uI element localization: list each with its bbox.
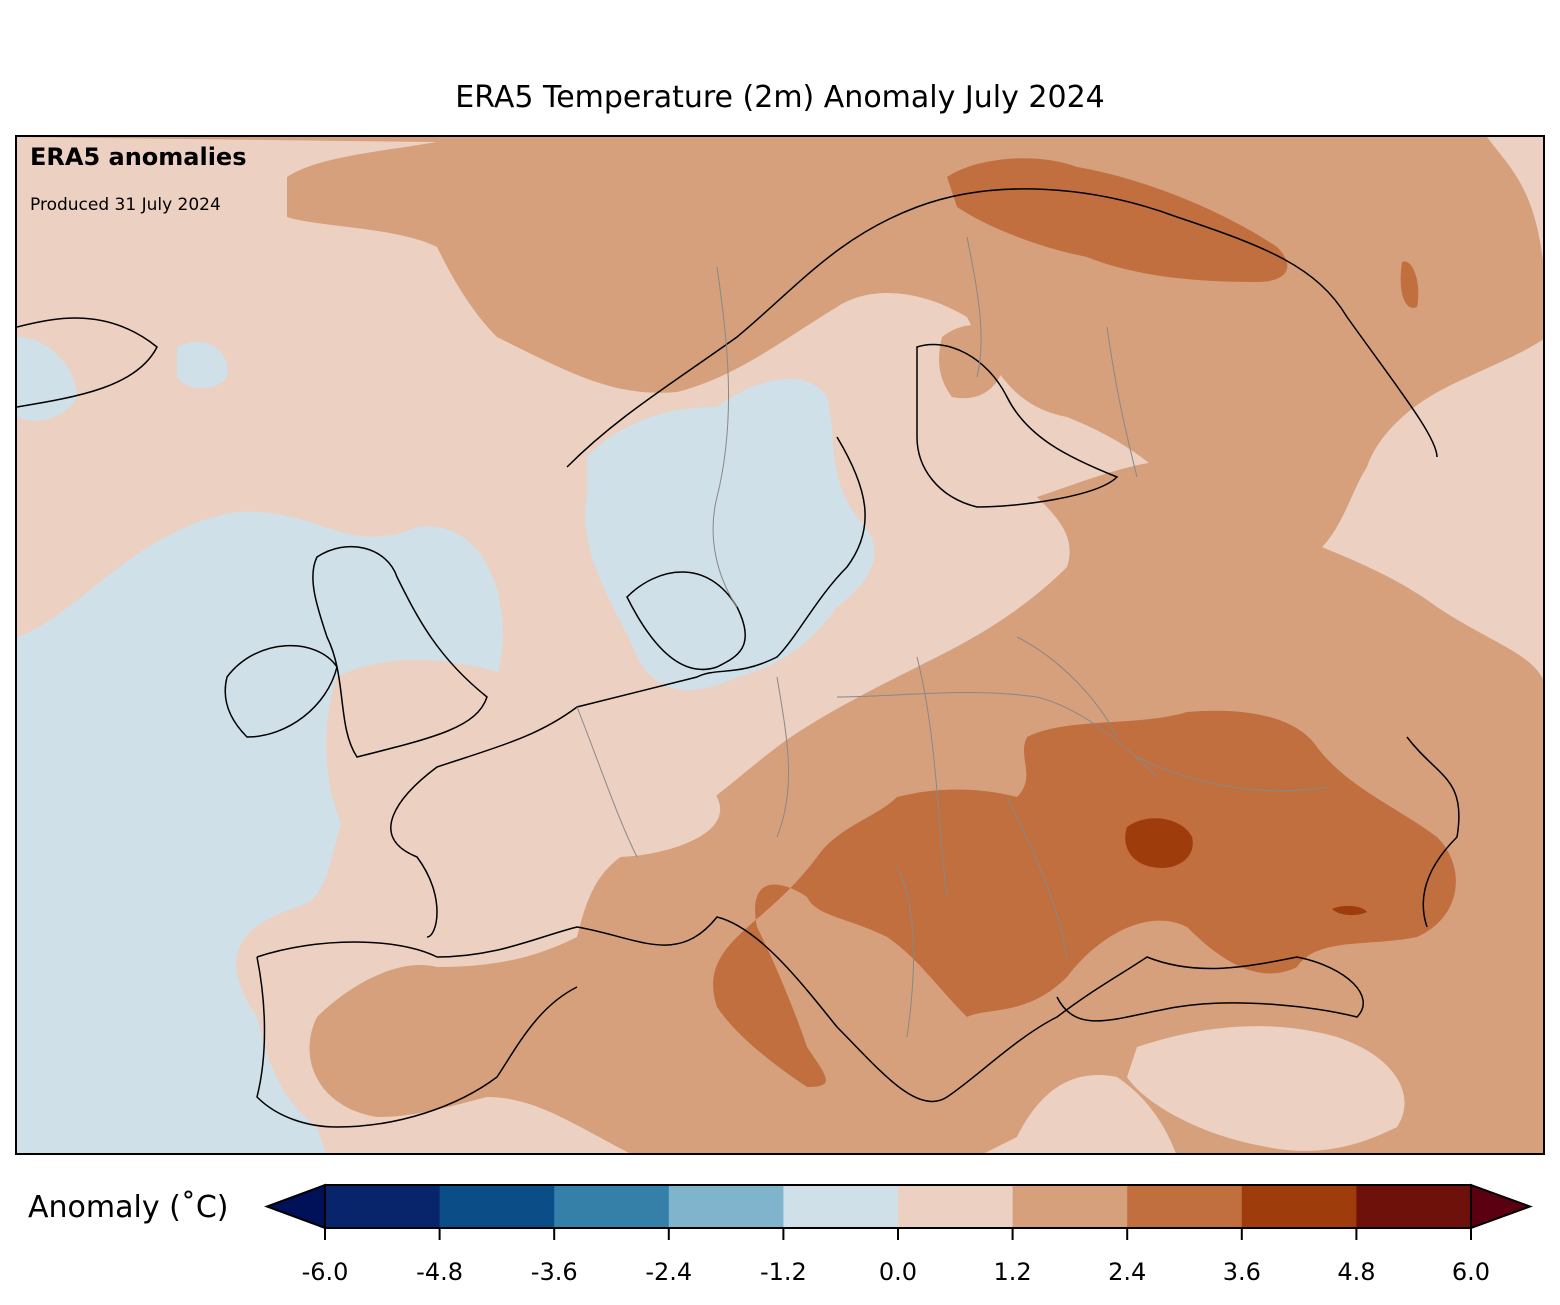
colorbar-tick-label: 4.8 <box>1337 1258 1375 1286</box>
colorbar-tick-label: 1.2 <box>994 1258 1032 1286</box>
contour-hot-east <box>713 710 1456 1087</box>
colorbar-tick-label: -1.2 <box>760 1258 807 1286</box>
colorbar-tick-label: 0.0 <box>879 1258 917 1286</box>
colorbar-segment <box>898 1185 1014 1228</box>
colorbar-segment <box>554 1185 670 1228</box>
coastlines <box>17 188 1460 1128</box>
country-borders <box>576 236 1328 1038</box>
anomaly-map <box>15 135 1545 1155</box>
colorbar-segment <box>439 1185 555 1228</box>
colorbar-tick-label: -4.8 <box>416 1258 463 1286</box>
colorbar-segment <box>783 1185 899 1228</box>
contour-cool-iceland-east <box>177 341 228 389</box>
colorbar-tick-label: -3.6 <box>531 1258 578 1286</box>
contour-hot-russia-north <box>1400 261 1419 308</box>
colorbar-segment <box>1127 1185 1243 1228</box>
colorbar-segment <box>325 1185 441 1228</box>
annotation-title: ERA5 anomalies <box>30 143 247 171</box>
colorbar-tick-label: 2.4 <box>1108 1258 1146 1286</box>
annotation-subtitle: Produced 31 July 2024 <box>30 195 221 215</box>
colorbar-segment <box>1012 1185 1128 1228</box>
contour-cool-iceland <box>17 337 77 421</box>
anomaly-contours <box>17 137 1543 1153</box>
contour-neutral-france <box>326 659 721 952</box>
colorbar-tick-label: 6.0 <box>1452 1258 1490 1286</box>
colorbar-tick-label: 3.6 <box>1223 1258 1261 1286</box>
contour-extreme-russia <box>1332 905 1367 916</box>
contour-warm-finland <box>939 325 1007 399</box>
colorbar-segment <box>668 1185 784 1228</box>
contour-extreme-ukraine <box>1125 818 1193 868</box>
colorbar-segment <box>1241 1185 1357 1228</box>
colorbar-tick-label: -6.0 <box>302 1258 349 1286</box>
colorbar: -6.0 -4.8 -3.6 -2.4 -1.2 0.0 1.2 2.4 3.6 4.8 6.0 <box>264 1183 1533 1286</box>
chart-title: ERA5 Temperature (2m) Anomaly July 2024 <box>455 80 1105 115</box>
colorbar-extend-low <box>264 1183 326 1230</box>
contour-cool-scandinavia <box>585 378 875 691</box>
colorbar-tick-label: -2.4 <box>645 1258 692 1286</box>
colorbar-extend-high <box>1470 1183 1533 1230</box>
colorbar-label: Anomaly (˚C) <box>28 1190 229 1225</box>
colorbar-segment <box>1356 1185 1472 1228</box>
contour-neutral-turkey <box>1127 1026 1405 1151</box>
